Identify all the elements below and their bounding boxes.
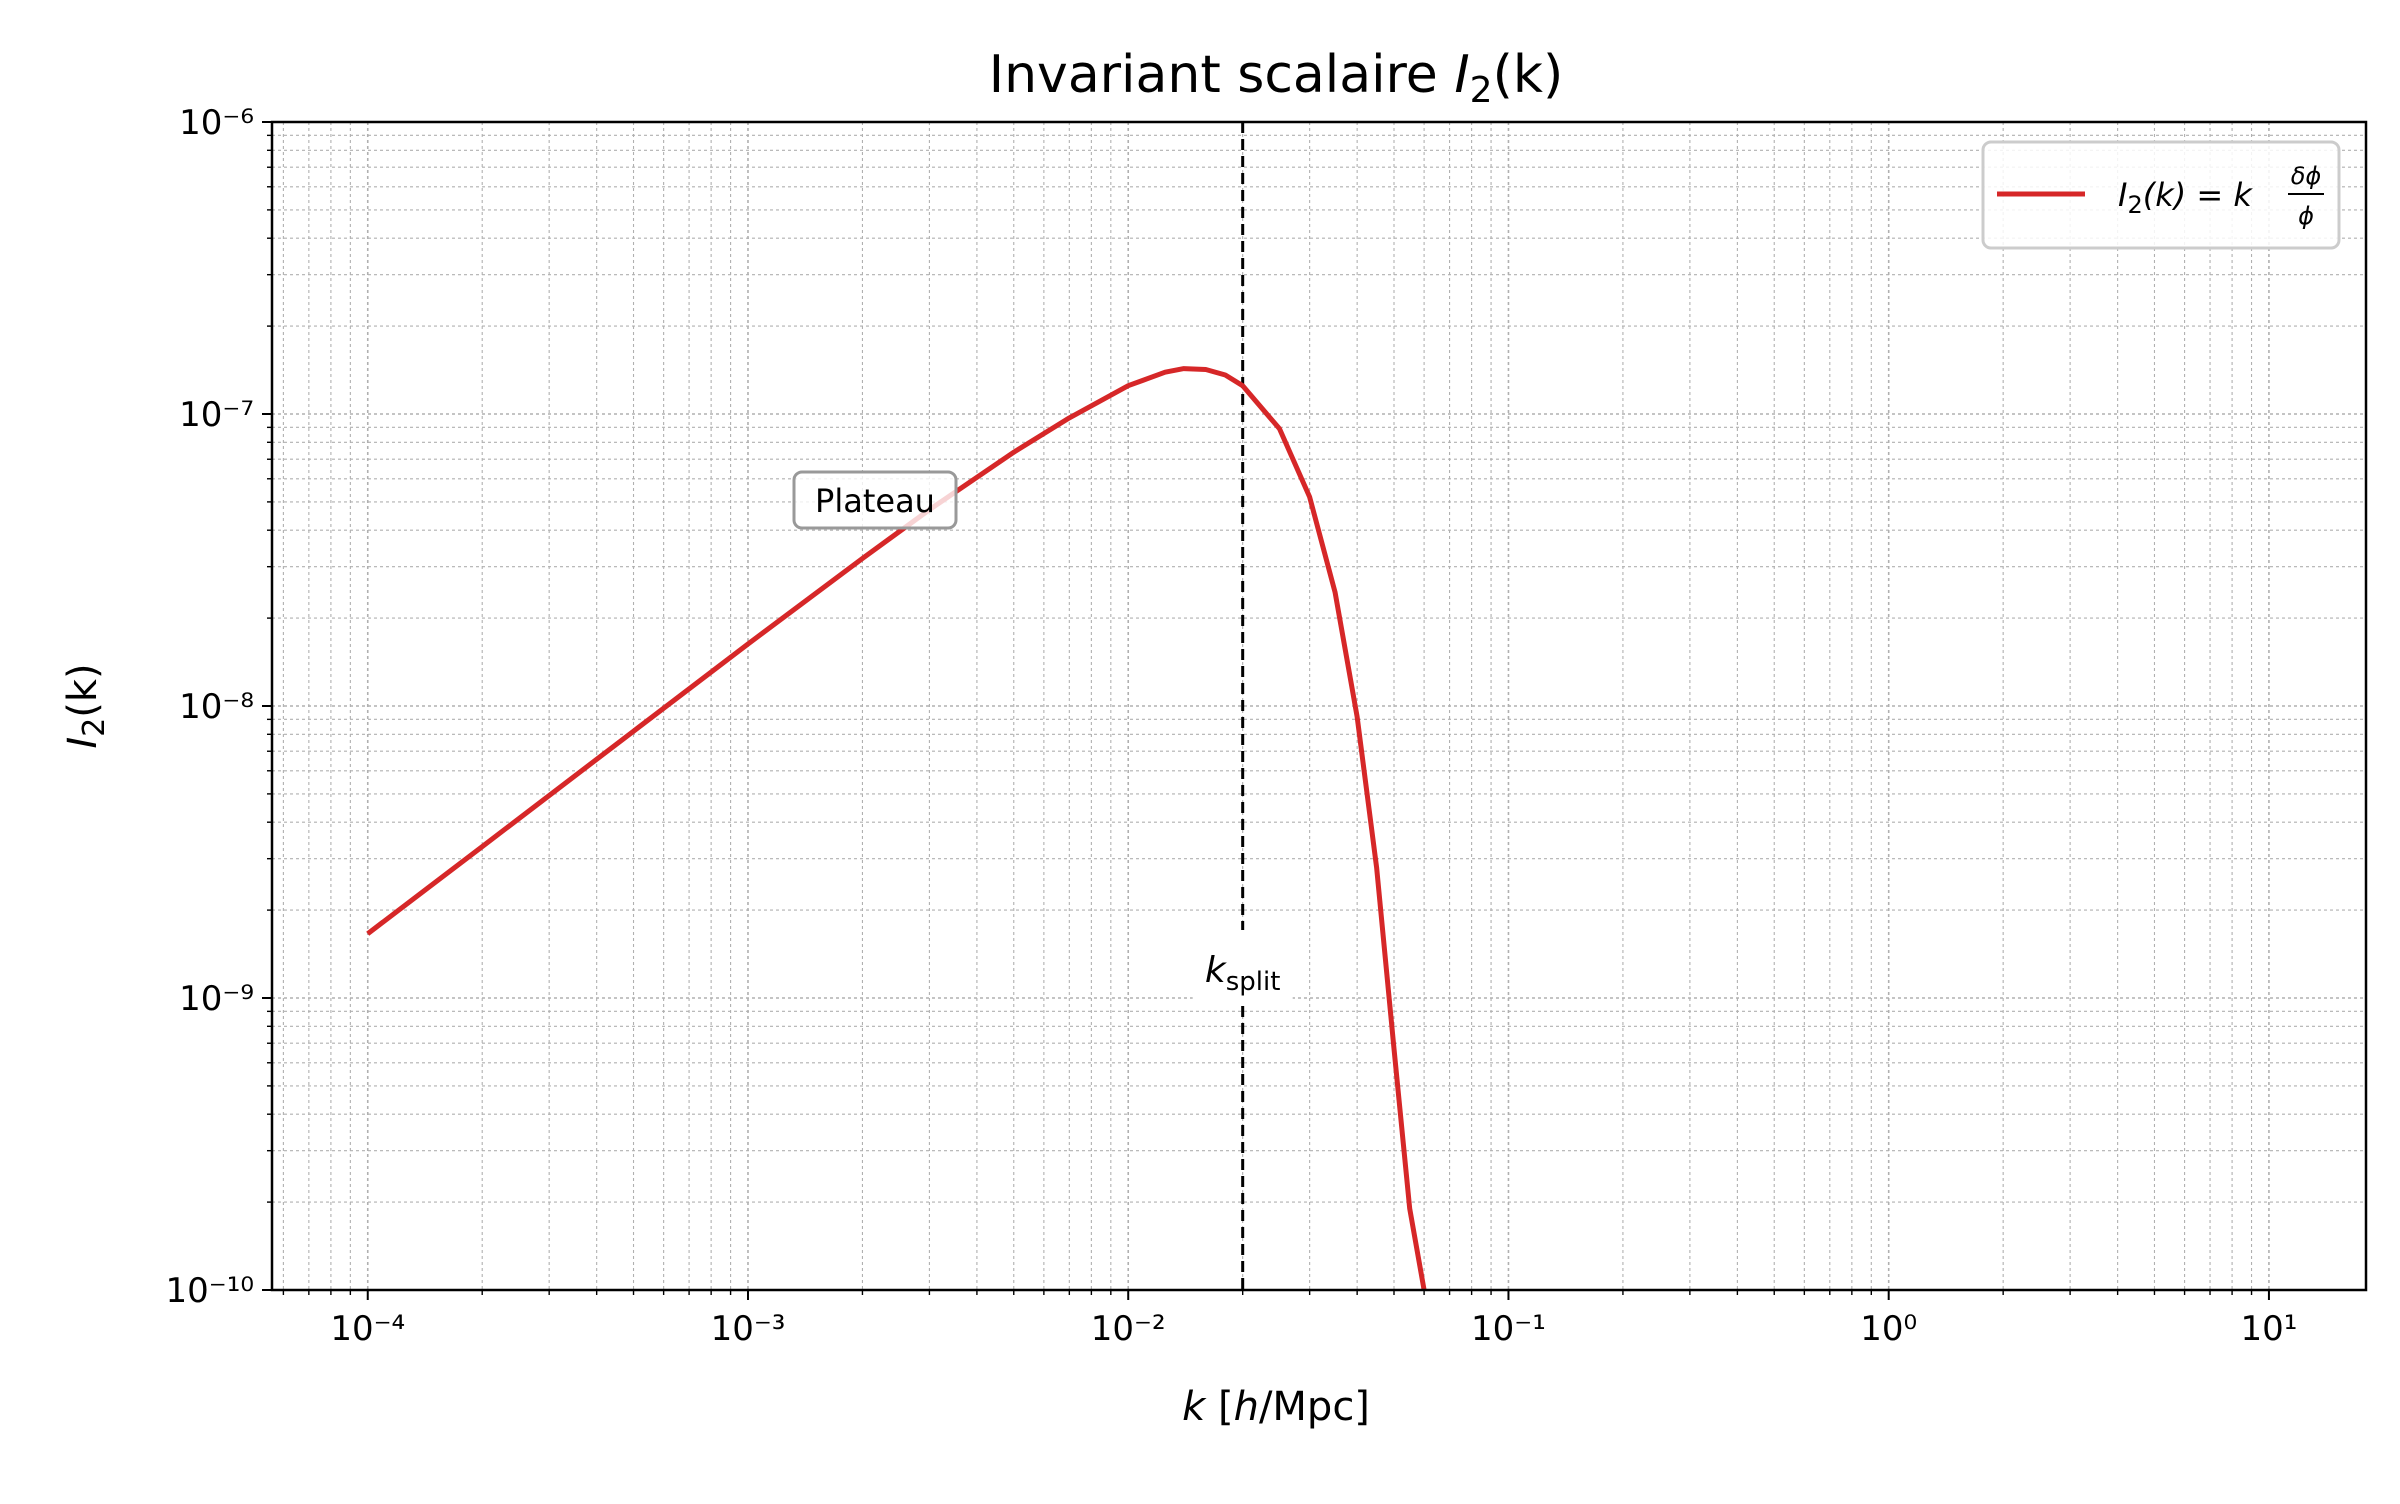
x-tick-label: 10⁻³	[711, 1309, 786, 1349]
k-split-label: ksplit	[1205, 950, 1281, 997]
legend: I2(k) = k δϕ ϕ	[1981, 140, 2341, 250]
y-axis-label: I2(k)	[60, 663, 112, 748]
plateau-annotation: Plateau	[815, 482, 935, 520]
y-tick-label: 10⁻⁸	[179, 687, 254, 727]
k-split-label-background	[1192, 930, 1293, 1006]
x-tick-label: 10⁻⁴	[330, 1309, 405, 1349]
axis-ticks: 10⁻⁴ 10⁻³ 10⁻² 10⁻¹ 10⁰ 10¹ 10⁻¹⁰ 10⁻⁹ 10⁻⁸ 10⁻⁷ 1…	[166, 103, 2298, 1349]
legend-box	[1981, 140, 2341, 250]
x-tick-label: 10¹	[2240, 1309, 2297, 1349]
x-axis-label: k [h/Mpc]	[1182, 1384, 1370, 1430]
x-tick-label: 10⁰	[1860, 1309, 1917, 1349]
series-line-i2	[366, 366, 1427, 1291]
y-tick-label: 10⁻⁶	[179, 103, 254, 143]
y-tick-label: 10⁻¹⁰	[166, 1271, 254, 1311]
x-tick-label: 10⁻¹	[1471, 1309, 1546, 1349]
plot-frame	[270, 120, 2368, 1292]
plateau-annotation-box	[792, 470, 958, 530]
y-tick-label: 10⁻⁷	[179, 395, 254, 435]
legend-label: I2(k) = k	[2118, 176, 2253, 219]
legend-fraction-numerator: δϕ	[2291, 162, 2322, 190]
y-tick-label: 10⁻⁹	[179, 979, 254, 1019]
chart-title: Invariant scalaire I2(k)	[989, 45, 1564, 111]
legend-fraction-denominator: ϕ	[2298, 202, 2314, 230]
x-tick-label: 10⁻²	[1091, 1309, 1166, 1349]
